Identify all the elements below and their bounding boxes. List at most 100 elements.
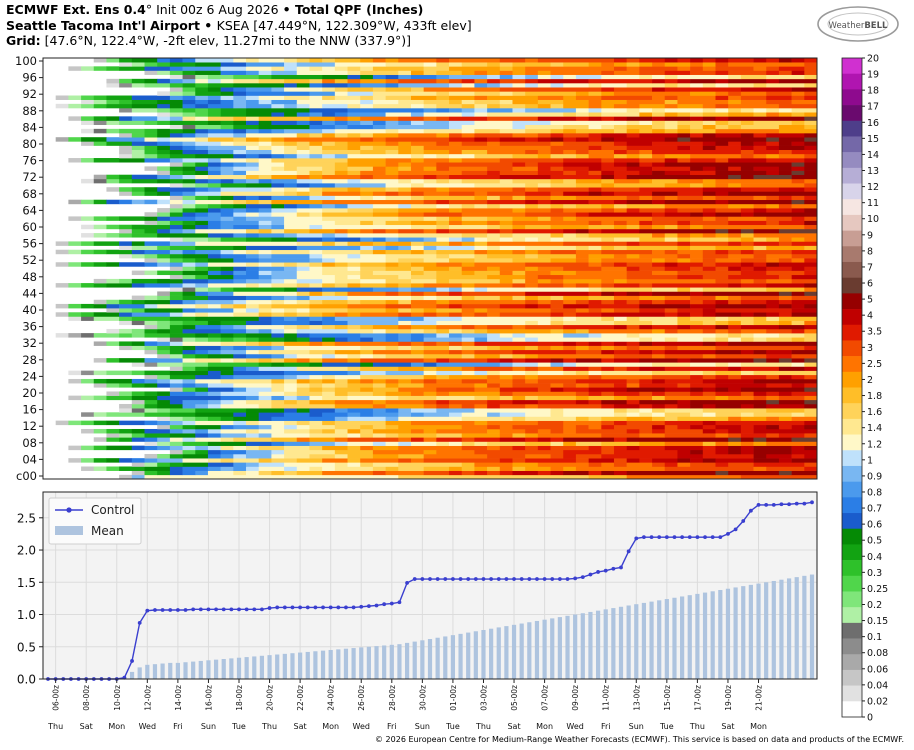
heatmap-cell	[664, 353, 704, 359]
heatmap-cell	[639, 253, 678, 259]
heatmap-cell	[461, 424, 488, 430]
heatmap-cell	[804, 199, 818, 205]
heatmap-cell	[740, 141, 754, 146]
heatmap-cell	[296, 424, 310, 430]
heatmap-cell	[360, 462, 374, 467]
heatmap-cell	[690, 137, 767, 142]
heatmap-cell	[778, 124, 805, 130]
heatmap-cell	[804, 462, 818, 467]
heatmap-cell	[398, 383, 424, 388]
heatmap-cell	[157, 437, 171, 442]
heatmap-cell	[690, 170, 716, 176]
heatmap-cell	[81, 466, 95, 471]
heatmap-cell	[195, 249, 221, 255]
heatmap-cell	[613, 183, 666, 188]
colorbar-bin	[842, 434, 862, 451]
heatmap-cell	[81, 141, 95, 146]
heatmap-cell	[334, 153, 348, 159]
heatmap-cell	[106, 216, 120, 221]
heatmap-cell	[398, 274, 412, 280]
heatmap-cell	[347, 141, 386, 146]
heatmap-cell	[766, 237, 780, 242]
heatmap-cell	[601, 262, 615, 267]
heatmap-cell	[144, 362, 158, 367]
heatmap-cell	[436, 62, 450, 67]
heatmap-cell	[575, 228, 589, 234]
heatmap-cell	[766, 353, 792, 359]
colorbar-bin	[842, 622, 862, 639]
heatmap-cell	[410, 291, 424, 296]
heatmap-cell	[601, 191, 615, 196]
heatmap-cell	[385, 337, 399, 342]
heatmap-cell	[385, 299, 399, 305]
heatmap-cell	[550, 278, 564, 284]
heatmap-cell	[778, 299, 792, 305]
heatmap-cell	[334, 87, 348, 92]
heatmap-cell	[334, 337, 348, 342]
heatmap-cell	[258, 158, 272, 163]
heatmap-cell	[195, 391, 209, 396]
heatmap-cell	[410, 178, 424, 184]
heatmap-cell	[728, 116, 805, 121]
heatmap-cell	[766, 262, 780, 267]
heatmap-cell	[398, 212, 424, 217]
heatmap-cell	[499, 224, 513, 230]
mean-bar	[389, 644, 394, 679]
heatmap-cell	[169, 212, 183, 217]
heatmap-cell	[220, 378, 272, 384]
heatmap-cell	[220, 158, 247, 163]
heatmap-cell	[220, 199, 234, 205]
heatmap-cell	[677, 103, 704, 109]
heatmap-cell	[410, 262, 437, 267]
heatmap-cell	[461, 241, 475, 246]
heatmap-cell	[753, 174, 792, 180]
heatmap-cell	[410, 287, 437, 292]
heatmap-cell	[728, 395, 754, 401]
heatmap-cell	[169, 133, 183, 138]
heatmap-cell	[690, 241, 729, 246]
mean-bar	[580, 613, 585, 679]
heatmap-cell	[284, 362, 310, 367]
heatmap-cell	[347, 383, 374, 388]
heatmap-cell	[652, 95, 666, 100]
heatmap-cell	[525, 149, 539, 155]
heatmap-cell	[233, 58, 247, 63]
heatmap-cell	[639, 133, 678, 138]
heatmap-cell	[144, 220, 158, 226]
heatmap-cell	[436, 108, 450, 113]
heatmap-cell	[613, 149, 627, 155]
heatmap-cell	[284, 428, 310, 434]
heatmap-cell	[144, 153, 158, 159]
heatmap-cell	[449, 266, 463, 271]
heatmap-cell	[296, 120, 310, 125]
heatmap-cell	[791, 278, 818, 284]
heatmap-cell	[385, 262, 399, 267]
control-point	[382, 602, 387, 607]
heatmap-cell	[652, 395, 666, 401]
heatmap-cell	[601, 70, 615, 75]
heatmap-cell	[588, 370, 602, 376]
heatmap-cell	[372, 228, 386, 234]
day-label: Fri	[387, 722, 397, 731]
heatmap-cell	[652, 299, 666, 305]
heatmap-cell	[804, 270, 818, 276]
heatmap-cell	[499, 58, 526, 63]
heatmap-cell	[119, 320, 133, 326]
heatmap-cell	[652, 199, 666, 205]
heatmap-cell	[512, 362, 539, 367]
heatmap-cell	[740, 278, 754, 284]
heatmap-cell	[512, 433, 526, 438]
heatmap-cell	[157, 328, 171, 334]
heatmap-cell	[474, 337, 488, 342]
heatmap-cell	[715, 145, 742, 150]
heatmap-cell	[309, 187, 323, 192]
heatmap-cell	[474, 99, 501, 105]
heatmap-cell	[639, 237, 666, 242]
heatmap-cell	[702, 274, 729, 280]
heatmap-cell	[740, 166, 754, 171]
heatmap-cell	[385, 378, 399, 384]
heatmap-cell	[740, 337, 754, 342]
heatmap-cell	[182, 124, 196, 130]
colorbar-tick-label: 1.4	[867, 423, 882, 434]
heatmap-cell	[715, 178, 792, 184]
